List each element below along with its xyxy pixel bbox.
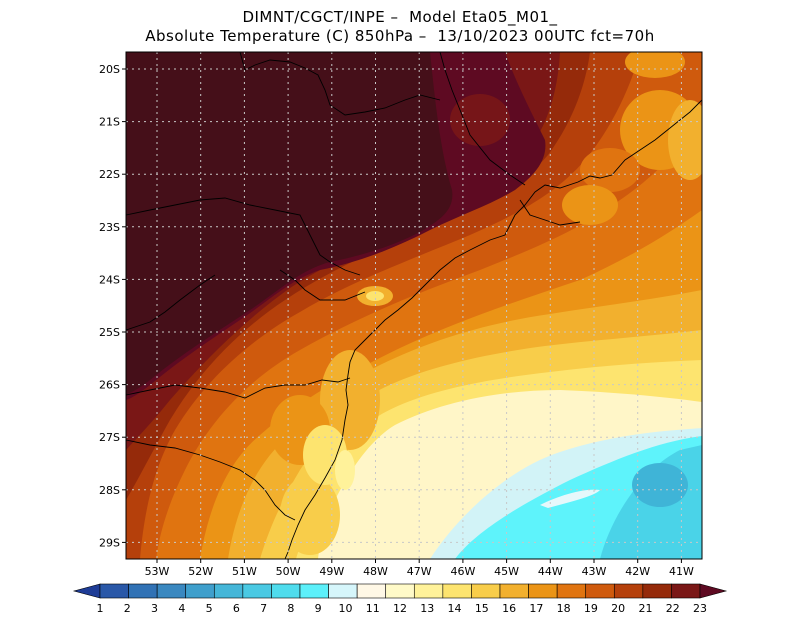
legend-label: 8: [287, 602, 294, 615]
legend-swatch: [385, 583, 415, 599]
lat-tick-label: 28S: [99, 484, 120, 497]
legend-label: 15: [475, 602, 489, 615]
lon-tick-label: 47W: [407, 565, 432, 578]
legend-label: 20: [611, 602, 625, 615]
legend-label: 1: [97, 602, 104, 615]
legend-label: 3: [151, 602, 158, 615]
lat-tick-label: 20S: [99, 63, 120, 76]
lat-tick-label: 23S: [99, 221, 120, 234]
legend-swatch: [442, 583, 472, 599]
lat-tick-label: 21S: [99, 116, 120, 129]
legend-label: 10: [338, 602, 352, 615]
lat-tick-label: 29S: [99, 536, 120, 549]
color-legend: 1 2 3 4 5 6 7 8 9 10 11 12 13 14 15 16 17 18 19 20 21 22 23: [72, 583, 728, 615]
legend-swatch: [585, 583, 615, 599]
legend-label: 11: [366, 602, 380, 615]
legend-swatch: [299, 583, 329, 599]
legend-swatch: [471, 583, 501, 599]
lon-tick-label: 46W: [450, 565, 475, 578]
legend-swatch: [499, 583, 529, 599]
lat-tick-label: 27S: [99, 431, 120, 444]
longitude-axis: 53W 52W 51W 50W 49W 48W 47W 46W 45W 44W 43W 42W 41W: [145, 559, 694, 578]
map-title-line-2: Absolute Temperature (C) 850hPa – 13/10/…: [145, 27, 655, 45]
latitude-axis: 20S 21S 22S 23S 24S 25S 26S 27S 28S 29S: [99, 63, 126, 549]
legend-swatch: [528, 583, 558, 599]
legend-label: 18: [557, 602, 571, 615]
lon-tick-label: 52W: [188, 565, 213, 578]
legend-swatch: [613, 583, 644, 599]
legend-label: 23: [693, 602, 707, 615]
lat-tick-label: 26S: [99, 379, 120, 392]
lon-tick-label: 41W: [669, 565, 694, 578]
lon-tick-label: 44W: [538, 565, 563, 578]
legend-swatch: [213, 583, 244, 599]
legend-swatch: [156, 583, 187, 599]
legend-swatch: [99, 583, 129, 599]
legend-label: 13: [420, 602, 434, 615]
map-title-line-1: DIMNT/CGCT/INPE – Model Eta05_M01_: [242, 8, 558, 26]
lon-tick-label: 51W: [232, 565, 257, 578]
temperature-field: [126, 52, 702, 559]
lon-tick-label: 48W: [363, 565, 388, 578]
legend-swatch: [242, 583, 272, 599]
lon-tick-label: 50W: [276, 565, 301, 578]
lon-tick-label: 42W: [625, 565, 650, 578]
lon-tick-label: 45W: [494, 565, 519, 578]
legend-label: 7: [260, 602, 267, 615]
lat-tick-label: 22S: [99, 168, 120, 181]
map-frame: [125, 51, 703, 560]
legend-label: 21: [638, 602, 652, 615]
legend-label: 6: [233, 602, 240, 615]
lon-tick-label: 43W: [582, 565, 607, 578]
lon-tick-label: 53W: [145, 565, 170, 578]
legend-swatch: [556, 583, 587, 599]
legend-label: 12: [393, 602, 407, 615]
legend-swatch: [185, 583, 215, 599]
legend-swatch: [271, 583, 301, 599]
legend-label: 22: [666, 602, 680, 615]
legend-swatch: [671, 583, 701, 599]
legend-swatch: [356, 583, 387, 599]
legend-label: 14: [448, 602, 462, 615]
lat-tick-label: 24S: [99, 273, 120, 286]
legend-label: 17: [529, 602, 543, 615]
legend-label: 2: [124, 602, 131, 615]
graticule: [126, 52, 702, 559]
lon-tick-label: 49W: [319, 565, 344, 578]
legend-label: 4: [178, 602, 185, 615]
legend-swatch: [328, 583, 358, 599]
lat-tick-label: 25S: [99, 326, 120, 339]
legend-swatch: [413, 583, 444, 599]
legend-label: 16: [502, 602, 516, 615]
legend-label: 19: [584, 602, 598, 615]
legend-swatch: [699, 583, 728, 599]
legend-swatch: [128, 583, 158, 599]
legend-label: 5: [206, 602, 213, 615]
coastline-and-borders: [126, 52, 702, 559]
legend-swatch: [72, 583, 101, 599]
legend-label: 9: [315, 602, 322, 615]
legend-swatch: [642, 583, 672, 599]
